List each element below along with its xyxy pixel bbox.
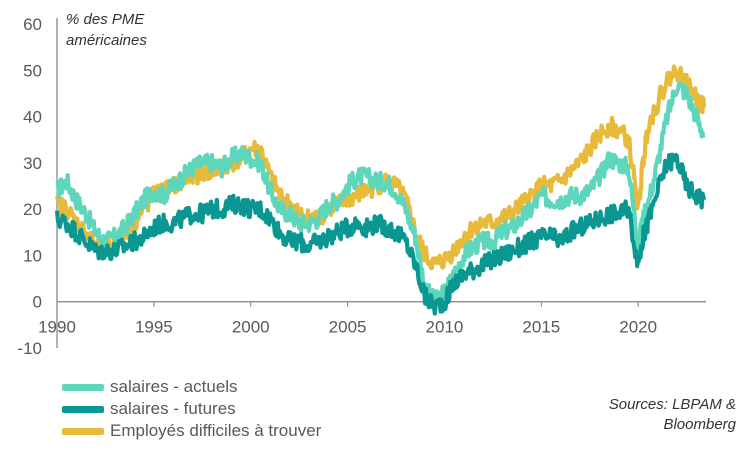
- legend-swatch-series-1: [62, 405, 104, 413]
- legend-item-series-0: salaires - actuels: [62, 376, 321, 398]
- y-axis-ticks: -10 0 10 20 30 40 50 60: [17, 15, 42, 358]
- y-tick-label: 0: [33, 293, 42, 312]
- y-axis-unit-label-line2: américaines: [66, 32, 147, 49]
- y-tick-label: 50: [23, 61, 42, 80]
- y-tick-label: 20: [23, 200, 42, 219]
- y-tick-label: 30: [23, 154, 42, 173]
- y-tick-label: 10: [23, 246, 42, 265]
- x-tick-label: 2015: [522, 318, 560, 337]
- source-note: Sources: LBPAM & Bloomberg: [609, 395, 736, 435]
- legend-item-series-1: salaires - futures: [62, 398, 321, 420]
- legend-label-series-1: salaires - futures: [110, 399, 236, 418]
- legend-label-series-0: salaires - actuels: [110, 377, 238, 396]
- series-lines: [54, 64, 707, 316]
- x-tick-label: 2000: [232, 318, 270, 337]
- x-tick-label: 1995: [135, 318, 173, 337]
- legend-swatch-series-2: [62, 427, 104, 435]
- y-tick-label: -10: [17, 339, 42, 358]
- legend-label-series-2: Employés difficiles à trouver: [110, 421, 322, 440]
- y-axis-unit-label-line1: % des PME: [66, 11, 145, 28]
- x-tick-label: 2020: [619, 318, 657, 337]
- x-tick-label: 2010: [426, 318, 464, 337]
- legend-item-series-2: Employés difficiles à trouver: [62, 420, 321, 442]
- x-tick-label: 2005: [329, 318, 367, 337]
- series-line-0: [55, 81, 706, 306]
- series-line-1: [54, 152, 707, 316]
- source-line-2: Bloomberg: [663, 416, 736, 433]
- source-line-1: Sources: LBPAM &: [608, 396, 736, 413]
- x-axis-ticks: 1990 1995 2000 2005 2010 2015 2020: [38, 301, 657, 337]
- legend: salaires - actuels salaires - futures Em…: [62, 376, 321, 442]
- y-tick-label: 60: [23, 15, 42, 34]
- y-tick-label: 40: [23, 108, 42, 127]
- legend-swatch-series-0: [62, 383, 104, 391]
